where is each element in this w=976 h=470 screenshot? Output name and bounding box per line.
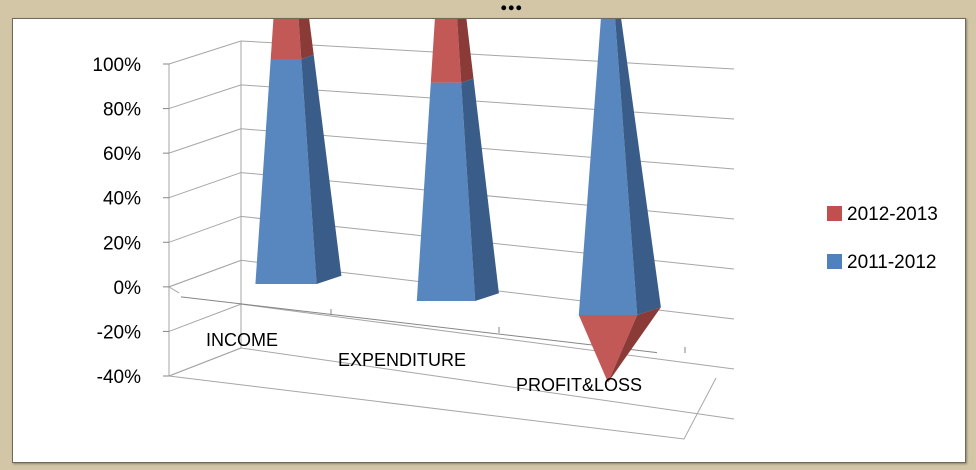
chart-frame: 100% 80% 60% 40% 20% 0% -20% -40% INCOME EXPENDI… <box>12 18 966 463</box>
y-tick-label: 60% <box>103 144 141 165</box>
x-tick-label: PROFIT&LOSS <box>516 375 642 395</box>
pyramid-profit-loss-2011-2012-side <box>615 19 661 315</box>
gridline <box>240 84 735 120</box>
pyramid-chart: 100% 80% 60% 40% 20% 0% -20% -40% INCOME EXPENDI… <box>92 19 938 440</box>
pyramid-profit-loss-2011-2012-front <box>578 19 638 315</box>
title-strip: ... <box>0 0 976 18</box>
x-tick-label: EXPENDITURE <box>338 350 466 370</box>
floor-edge <box>167 259 242 294</box>
pyramid-marks <box>255 19 661 383</box>
bottom-floor <box>168 347 717 440</box>
category-axis-line <box>180 296 658 354</box>
y-axis: 100% 80% 60% 40% 20% 0% -20% -40% <box>92 55 169 388</box>
pyramid-expenditure-2012-2013-side <box>457 19 474 83</box>
y-tick-label: 0% <box>114 278 142 299</box>
gridline <box>240 303 735 370</box>
legend-label: 2012-2013 <box>847 204 938 225</box>
pyramid-expenditure-2011-2012-side <box>461 78 499 301</box>
y-tick-label: -20% <box>97 322 141 343</box>
gridline-side <box>168 40 242 65</box>
pyramid-income-2011-2012-side <box>301 54 342 285</box>
chart-title-fragment: ... <box>500 0 523 17</box>
legend-swatch <box>827 254 842 269</box>
x-axis: INCOME EXPENDITURE PROFIT&LOSS <box>206 309 686 395</box>
pyramid-profit-loss-2012-2013-side <box>608 307 661 383</box>
chart-walls <box>168 41 242 376</box>
legend-label: 2011-2012 <box>847 252 936 273</box>
pyramid-income-2011-2012-front <box>255 59 317 284</box>
y-tick-label: 40% <box>103 189 141 210</box>
gridline <box>240 347 735 420</box>
gridline-side <box>168 84 242 110</box>
pyramid-profit-loss-2012-2013-front <box>578 315 638 383</box>
gridline <box>240 40 735 70</box>
y-tick-label: 80% <box>103 100 141 121</box>
pyramid-expenditure-2012-2013-front <box>430 19 462 83</box>
gridline-side <box>168 215 242 243</box>
gridline-side <box>168 128 242 154</box>
pyramid-expenditure-2011-2012-front <box>416 82 476 301</box>
gridline-side <box>168 303 242 332</box>
pyramid-income-2012-2013-side <box>298 19 314 59</box>
legend-swatch <box>827 206 842 221</box>
legend: 2012-2013 2011-2012 <box>827 204 938 273</box>
y-tick-label: -40% <box>97 367 141 388</box>
y-tick-label: 20% <box>103 233 141 254</box>
pyramid-income-2012-2013-front <box>270 19 302 59</box>
y-tick-label: 100% <box>92 55 141 76</box>
x-tick-label: INCOME <box>206 330 278 350</box>
gridline-side <box>168 172 242 199</box>
